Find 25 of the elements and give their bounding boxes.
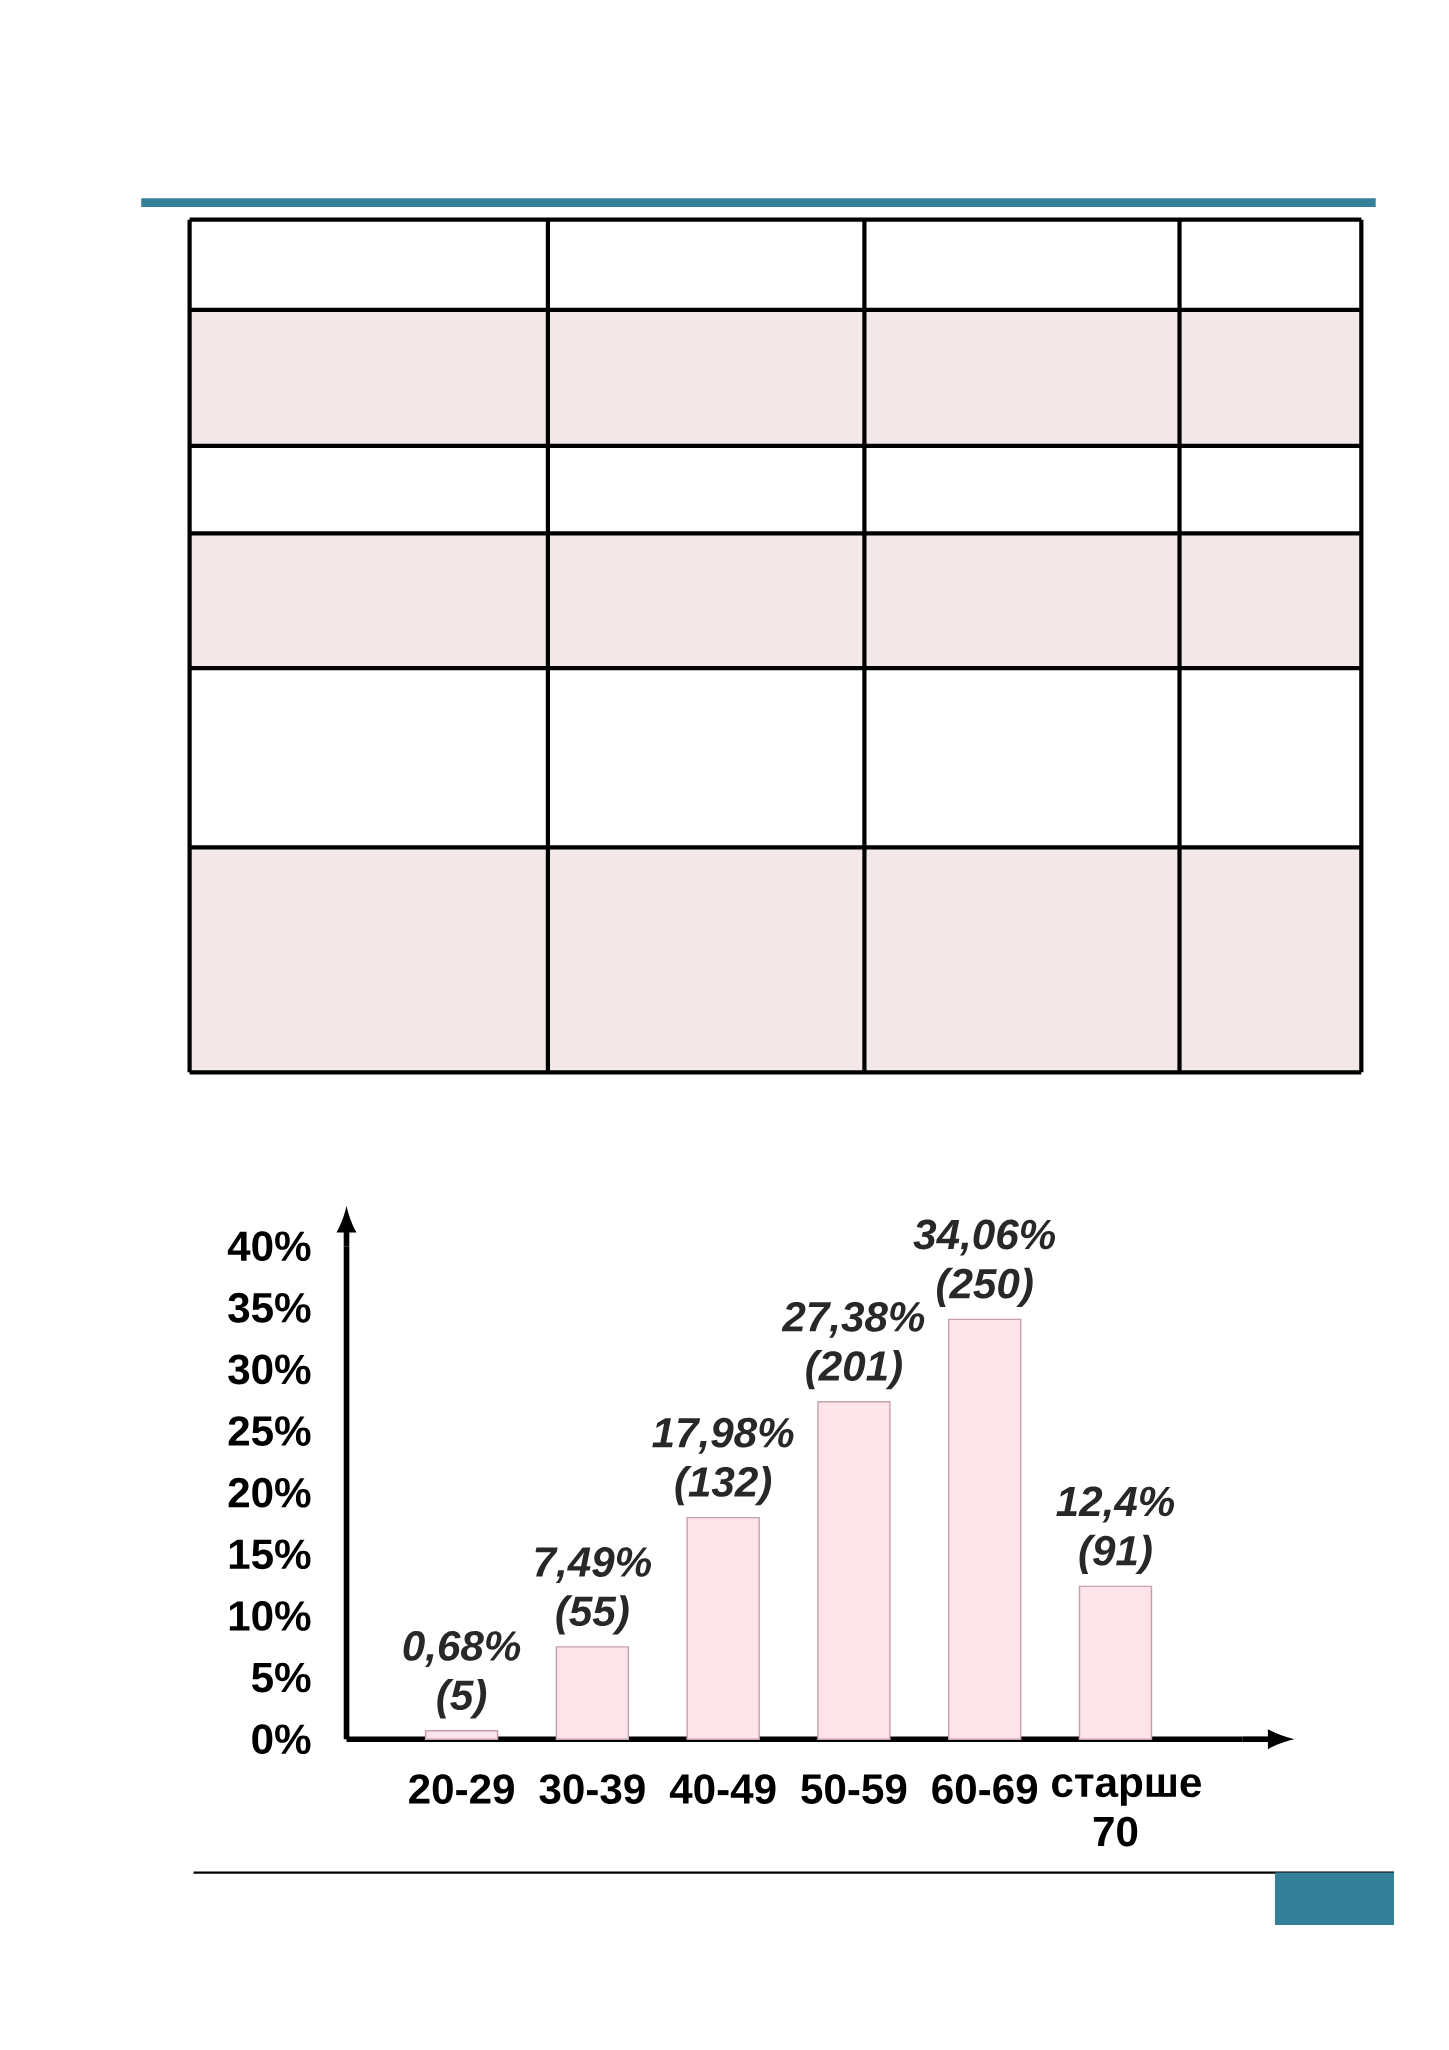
x-tick-label: 20-29 <box>409 1774 514 1804</box>
data-label: 0,68% (5) <box>403 1631 521 1719</box>
x-tick-label: 30-39 <box>539 1774 645 1805</box>
y-tick-label: 35% <box>228 1292 311 1323</box>
y-tick-label: 15% <box>229 1539 311 1570</box>
data-label: 17,98% (132) <box>652 1417 794 1506</box>
x-tick-label: 50-59 <box>801 1774 907 1804</box>
bar <box>947 1318 1022 1740</box>
x-tick-label: старше 70 <box>1052 1774 1201 1847</box>
y-tick-label: 0% <box>252 1724 311 1755</box>
bar <box>817 1401 891 1740</box>
x-tick-label: 60-69 <box>932 1774 1038 1804</box>
y-tick-label: 40% <box>227 1231 311 1262</box>
x-tick-label: 40-49 <box>669 1774 776 1804</box>
data-label: 7,49% (55) <box>535 1547 651 1635</box>
data-label: 12,4% (91) <box>1056 1486 1175 1574</box>
y-tick-label: 5% <box>251 1662 311 1693</box>
y-tick-label: 20% <box>228 1477 311 1508</box>
y-tick-label: 30% <box>228 1354 311 1385</box>
bar <box>555 1646 630 1740</box>
y-tick-label: 25% <box>228 1416 311 1446</box>
bar <box>424 1730 499 1740</box>
y-tick-label: 10% <box>229 1601 311 1631</box>
bar <box>1078 1585 1153 1740</box>
bar <box>686 1516 760 1740</box>
